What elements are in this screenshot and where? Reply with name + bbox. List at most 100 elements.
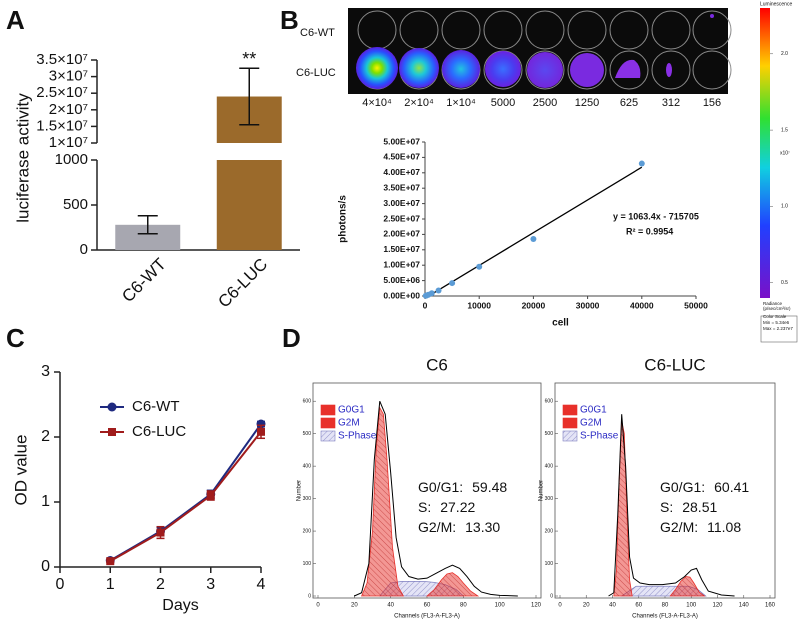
- point: [638, 160, 645, 167]
- colorbar: [760, 8, 770, 298]
- x-tick-label: 10000: [467, 300, 491, 310]
- colorbar-caption: Min = 5.34e6: [763, 320, 790, 325]
- row-label: C6-WT: [300, 27, 335, 39]
- colorbar-legend-box: [760, 315, 798, 343]
- y-tick-label: 2.00E+07: [383, 229, 420, 239]
- x-axis-label: Days: [162, 597, 198, 614]
- x-tick-label: 0: [316, 603, 320, 609]
- significance: **: [242, 49, 256, 69]
- x-tick-label: 0: [423, 300, 428, 310]
- phase-stat-value: 60.41: [714, 479, 749, 495]
- x-tick-label: 100: [495, 603, 506, 609]
- y-tick-label: 5.00E+07: [383, 136, 420, 146]
- trend-r2: R² = 0.9954: [626, 226, 673, 236]
- point: [257, 427, 265, 436]
- legend-swatch: [320, 430, 336, 442]
- panel-label: C: [6, 323, 25, 353]
- legend-label: G2M: [338, 418, 360, 429]
- chart-title: C6: [426, 355, 448, 374]
- point: [435, 287, 442, 294]
- y-tick-label: 400: [545, 463, 554, 469]
- point: [256, 419, 266, 429]
- plot-frame: [554, 382, 776, 599]
- y-tick-label: 100: [545, 561, 554, 567]
- series-line: [109, 431, 262, 563]
- x-tick-label: 3: [206, 576, 215, 593]
- column-label: 312: [662, 97, 680, 109]
- x-tick-label: 120: [531, 603, 542, 609]
- y-tick-label: 0: [550, 593, 553, 599]
- x-tick-label: 60: [635, 603, 642, 609]
- phase-stat: G0/G1: 60.41: [660, 479, 749, 495]
- phase-stat-value: 11.08: [707, 519, 741, 535]
- phase-stat: G2/M: 11.08: [660, 519, 741, 535]
- x-tick-label: 50000: [684, 300, 708, 310]
- y-tick-label: 5.00E+06: [383, 275, 420, 285]
- x-tick-label: 2: [156, 576, 165, 593]
- x-tick-label: 0: [558, 603, 562, 609]
- phase-stat: S: 28.51: [660, 499, 717, 515]
- y-tick-label: 1000: [55, 151, 88, 168]
- y-tick-label: 500: [63, 196, 88, 213]
- phase-stat-label: S:: [418, 499, 431, 515]
- legend-swatch: [562, 404, 578, 416]
- x-tick-label: 80: [460, 603, 467, 609]
- legend-label: G0G1: [338, 405, 365, 416]
- phase-stat-value: 27.22: [440, 499, 475, 515]
- point: [428, 290, 435, 297]
- y-axis-label: OD value: [11, 435, 30, 506]
- x-tick-label: 40: [387, 603, 394, 609]
- colorbar-tick-label: 1.0: [781, 204, 788, 210]
- trend-equation: y = 1063.4x - 715705: [613, 211, 699, 221]
- y-tick-label: 3.5×10⁷: [36, 51, 88, 68]
- y-tick-label: 1.50E+07: [383, 244, 420, 254]
- x-axis-label: Channels (FL3-A-FL3-A): [394, 614, 460, 620]
- y-tick-label: 1×10⁷: [49, 134, 88, 151]
- y-tick-label: 3.50E+07: [383, 182, 420, 192]
- y-tick-label: 1.5×10⁷: [36, 117, 88, 134]
- error-bar: [239, 67, 260, 126]
- point: [206, 491, 215, 500]
- phase-stat-value: 59.48: [472, 479, 507, 495]
- y-tick-label: 4.50E+07: [383, 152, 420, 162]
- y-tick-label: 3: [41, 363, 50, 380]
- well-outlines: [357, 10, 732, 90]
- column-label: 1250: [575, 97, 599, 109]
- column-label: 5000: [491, 97, 515, 109]
- y-tick-label: 0: [308, 593, 311, 599]
- y-tick-label: 3.00E+07: [383, 198, 420, 208]
- luminescence-signal: [356, 14, 714, 89]
- y-tick-label: 600: [303, 399, 312, 405]
- y-tick-label: 100: [303, 561, 312, 567]
- y-tick-label: 1: [41, 493, 50, 510]
- y-axis-label: Number: [297, 480, 303, 501]
- row-label: C6-LUC: [296, 67, 336, 79]
- point: [476, 263, 483, 270]
- phase-hatch: [613, 420, 633, 596]
- legend-label: G0G1: [580, 405, 607, 416]
- column-label: 1×10⁴: [446, 97, 476, 109]
- x-tick-label: C6-WT: [118, 255, 169, 306]
- y-axis-label: photons/s: [338, 195, 349, 243]
- x-tick-label: 20: [351, 603, 358, 609]
- legend-swatch: [320, 417, 336, 429]
- x-tick-label: 100: [686, 603, 697, 609]
- y-axis-label: Number: [539, 480, 545, 501]
- y-tick-label: 500: [303, 431, 312, 437]
- colorbar-caption: Color Scale: [763, 314, 787, 319]
- point: [449, 280, 456, 287]
- y-tick-label: 2.50E+07: [383, 213, 420, 223]
- x-tick-label: 140: [739, 603, 750, 609]
- phase-stat-label: G2/M:: [418, 519, 456, 535]
- y-tick-label: 0: [80, 241, 88, 258]
- colorbar-tick-label: 0.5: [781, 280, 788, 286]
- column-label: 2×10⁴: [404, 97, 434, 109]
- y-tick-label: 2.5×10⁷: [36, 84, 88, 101]
- trendline: [427, 166, 643, 296]
- legend-label: S-Phase: [580, 431, 619, 442]
- phase-stat: S: 27.22: [418, 499, 475, 515]
- legend-swatch: [562, 417, 578, 429]
- y-tick-label: 300: [303, 496, 312, 502]
- phase-stat-value: 13.30: [465, 519, 500, 535]
